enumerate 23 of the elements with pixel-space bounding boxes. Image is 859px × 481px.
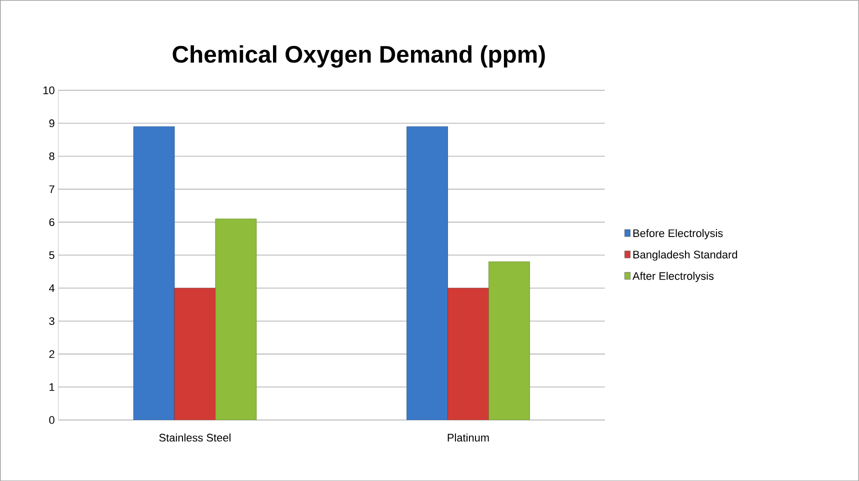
- y-tick-label: 0: [49, 416, 54, 424]
- bar: [215, 218, 257, 420]
- y-tick-label: 3: [49, 317, 54, 325]
- x-tick-label: Platinum: [448, 433, 489, 442]
- bar: [406, 126, 448, 420]
- y-tick-label: 9: [49, 119, 54, 127]
- y-tick-label: 7: [49, 185, 54, 193]
- y-tick-label: 4: [48, 284, 55, 292]
- y-tick-label: 8: [49, 152, 54, 160]
- y-tick-label: 2: [49, 350, 54, 358]
- y-tick-label: 6: [49, 218, 54, 226]
- y-tick-label: 1: [50, 383, 54, 391]
- bar: [448, 288, 489, 420]
- chart-title: Chemical Oxygen Demand (ppm): [172, 45, 545, 68]
- y-tick-label: 5: [49, 251, 54, 259]
- legend-label: Before Electrolysis: [633, 228, 723, 240]
- bar: [488, 261, 530, 420]
- y-tick-label: 10: [43, 86, 54, 94]
- bar: [133, 126, 175, 420]
- bar: [174, 288, 216, 420]
- legend-label: After Electrolysis: [632, 272, 714, 282]
- x-tick-label: Stainless Steel: [159, 433, 230, 442]
- legend-label: Bangladesh Standard: [633, 250, 738, 260]
